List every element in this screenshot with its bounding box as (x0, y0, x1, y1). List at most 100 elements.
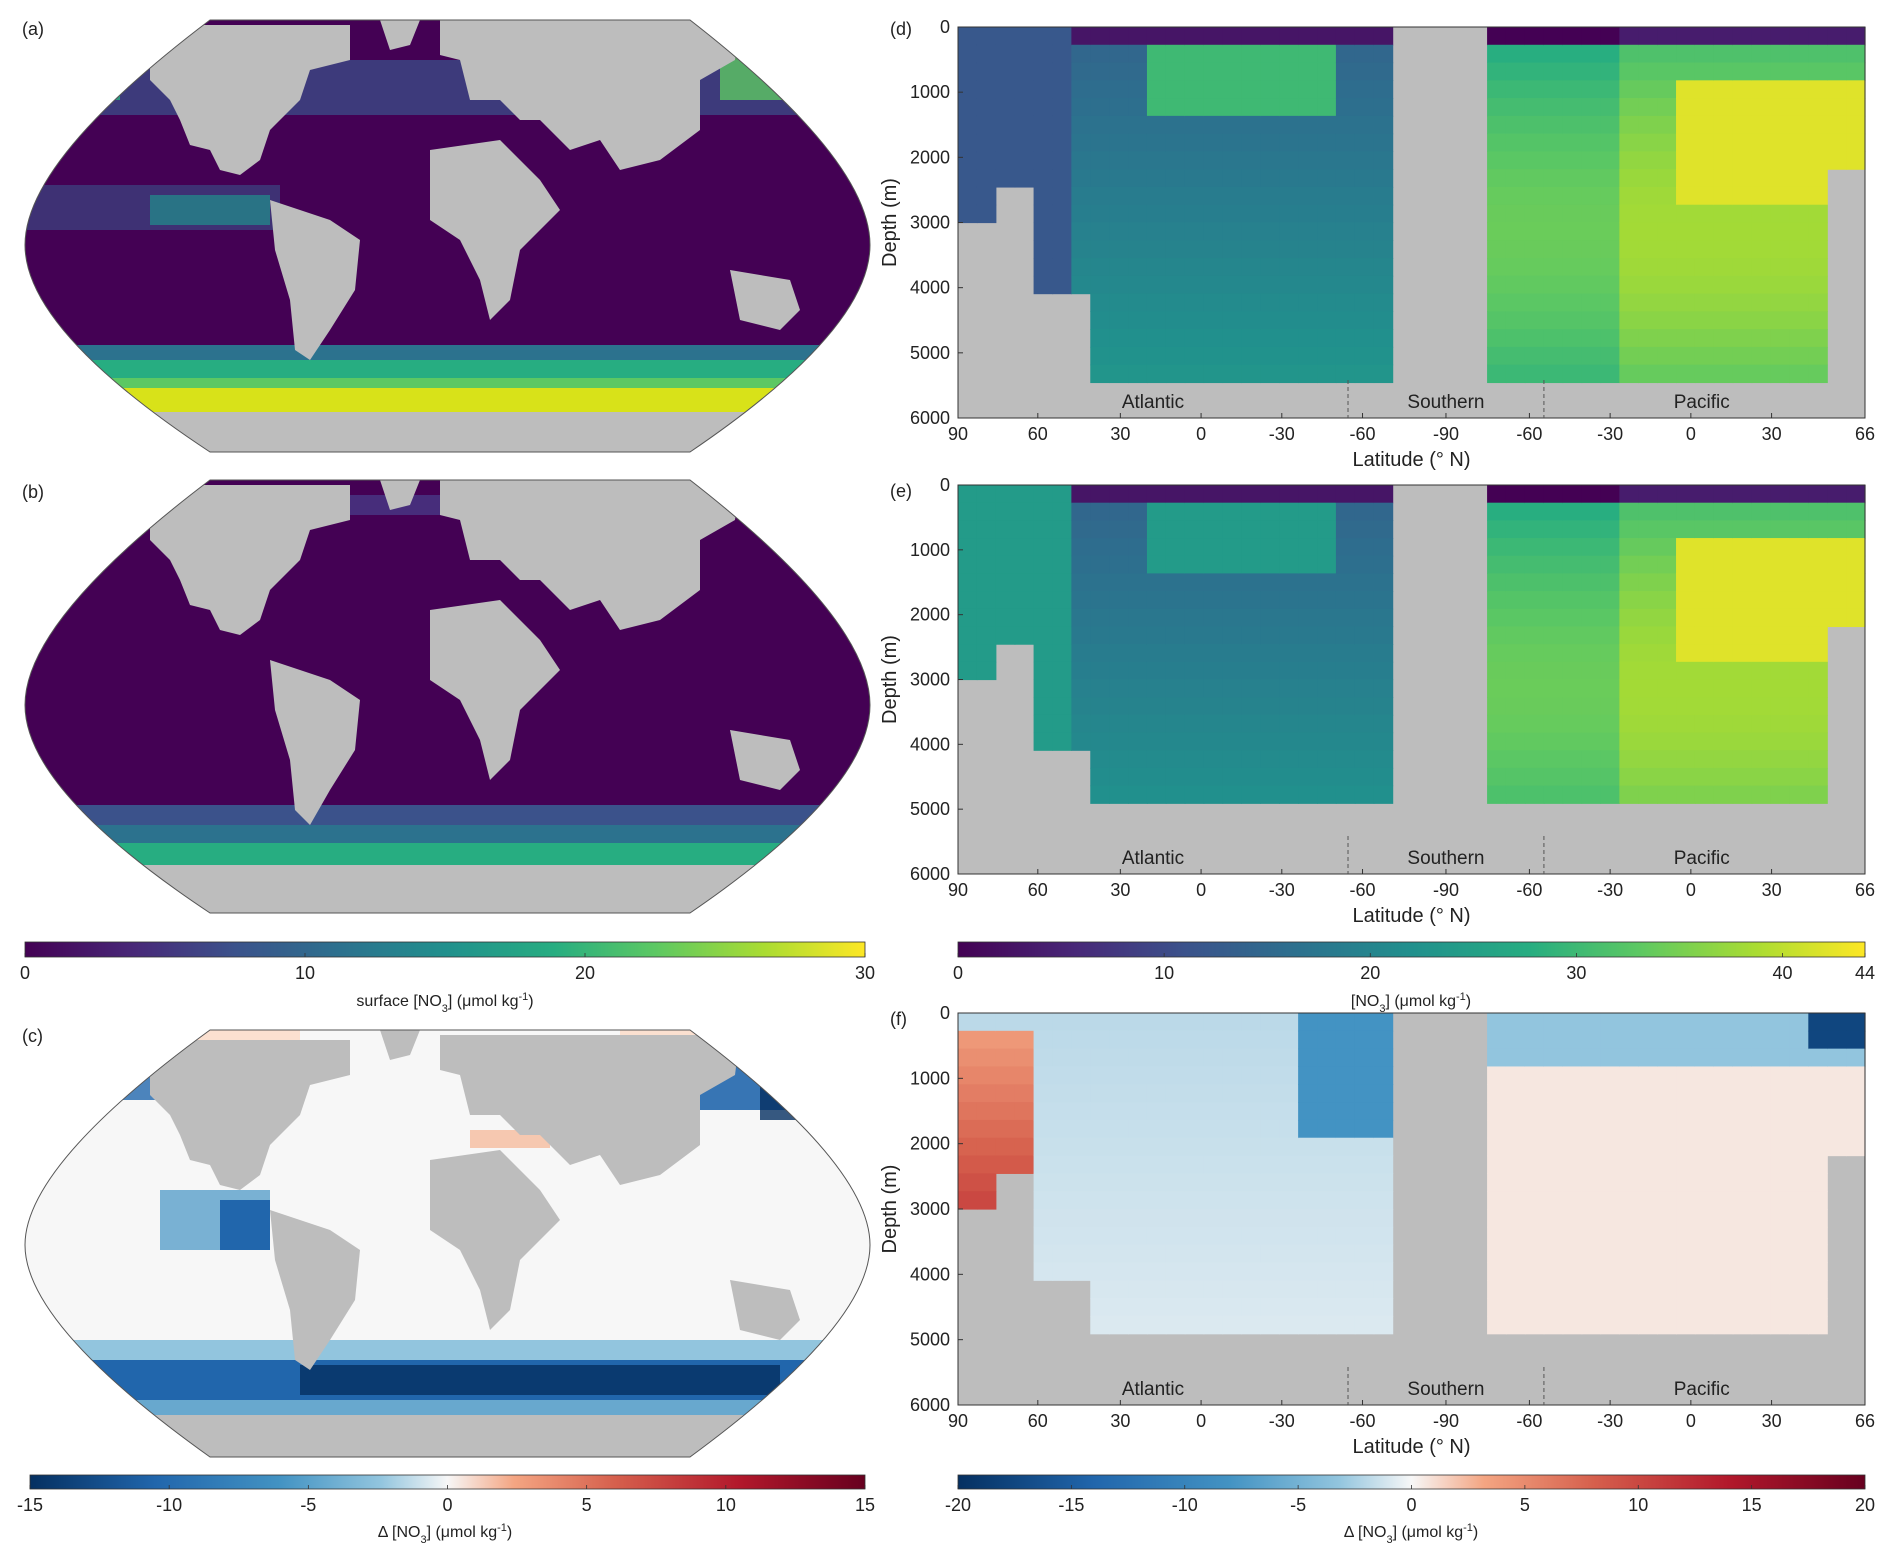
section-e-cell (1732, 485, 1753, 504)
section-e-cell (1524, 785, 1545, 804)
section-f-cell (1732, 1013, 1753, 1032)
section-f-cell (1165, 1013, 1186, 1032)
section-d-cell (1524, 44, 1545, 64)
section-e-cell (1373, 591, 1394, 610)
section-e-cell (1676, 538, 1696, 557)
section-f-cell (1770, 1262, 1791, 1281)
section-e-cell (1335, 502, 1356, 521)
section-d-cell (1241, 133, 1261, 153)
map-b-greenland (380, 480, 420, 510)
section-e-cell (1619, 767, 1639, 787)
section-f-cell (1751, 1191, 1772, 1210)
section-f-cell (1770, 1280, 1791, 1299)
section-e-cell (976, 485, 997, 504)
section-d-cell (1657, 204, 1677, 224)
section-f-cell (1128, 1280, 1148, 1299)
section-d-cell (958, 44, 978, 64)
section-d-cell (958, 204, 978, 224)
section-f-cell (1713, 1013, 1734, 1032)
section-f-cell (1827, 1066, 1847, 1085)
section-d-cell (958, 151, 978, 170)
section-f-cell (1638, 1298, 1658, 1317)
section-e-cell (1619, 573, 1639, 592)
section-d-cell (1298, 329, 1318, 348)
section-d-cell (1090, 311, 1110, 330)
section-f-cell (1128, 1084, 1148, 1103)
section-e-cell (1260, 555, 1280, 575)
section-f-cell (1222, 1013, 1243, 1032)
section-f-cell (1732, 1298, 1753, 1317)
section-f-cell (995, 1119, 1016, 1139)
section-d-cell (1335, 133, 1356, 153)
section-f-cell (1562, 1119, 1583, 1139)
section-d-cell (1505, 346, 1526, 366)
section-e-cell (1203, 485, 1224, 504)
section-e-cell (1732, 520, 1753, 539)
section-d-cell (1562, 169, 1583, 188)
section-f-cell (1090, 1030, 1110, 1050)
section-d-cell (1260, 275, 1280, 295)
section-d-cell (1543, 169, 1564, 188)
section-d-cell (1789, 133, 1809, 153)
section-f-cell (1184, 1298, 1205, 1317)
colorbar-section-bar (957, 941, 1866, 958)
section-e-cell (1676, 591, 1696, 610)
section-d-cell (1789, 80, 1809, 99)
section-e-cell (1581, 608, 1602, 628)
section-d-cell (1505, 44, 1526, 64)
section-e-cell (1165, 520, 1186, 539)
section-e-cell (1770, 520, 1791, 539)
section-e-cell (1770, 767, 1791, 787)
section-d-cell (1373, 346, 1394, 366)
section-d-cell (1543, 240, 1564, 259)
section-f-cell (1789, 1030, 1809, 1050)
delta_section-tick-label: 20 (1855, 1495, 1875, 1515)
section-f-cell (1260, 1048, 1280, 1068)
section-d-cell (1789, 222, 1809, 241)
section-e-cell (1676, 555, 1696, 575)
section-e-cell (1128, 750, 1148, 769)
section-d-cell (1600, 115, 1620, 135)
section-e-cell (1335, 555, 1356, 575)
section-f-cell (1222, 1102, 1243, 1121)
section-e-cell (958, 485, 978, 504)
section-d-cell (1146, 346, 1167, 366)
section-e-cell (1146, 538, 1167, 557)
section-e-cell (1128, 679, 1148, 698)
section-f-cell (1543, 1048, 1564, 1068)
section-f-cell (1789, 1066, 1809, 1085)
section-f-cell (1581, 1084, 1602, 1103)
section-e-cell (1713, 555, 1734, 575)
section-f-cell (1146, 1315, 1167, 1335)
section-d-cell (1770, 222, 1791, 241)
section-d-cell (1373, 329, 1394, 348)
section-f-cell (1184, 1030, 1205, 1050)
section-d-cell (1657, 151, 1677, 170)
section-d-cell (1676, 275, 1696, 295)
section-d-cell (1298, 293, 1318, 312)
section-d-cell (1203, 151, 1224, 170)
section-e-cell (1203, 750, 1224, 769)
section-f-cell (1732, 1119, 1753, 1139)
section-d-cell (976, 115, 997, 135)
panel-label-b: (b) (22, 482, 44, 502)
section-e-cell (1109, 785, 1129, 804)
section-e-cell (1619, 608, 1639, 628)
section-e-cell (1128, 502, 1148, 521)
section-e-cell (1317, 785, 1337, 804)
section-d-cell (1109, 151, 1129, 170)
map-a-eurasia (440, 20, 740, 170)
section-d-cell (1581, 62, 1602, 81)
section-e-cell (1770, 750, 1791, 769)
section-f-cell (1014, 1013, 1035, 1032)
section-f-cell (1260, 1191, 1280, 1210)
section-d-cell (1146, 62, 1167, 81)
section-e-cell (1128, 538, 1148, 557)
section-e-cell (1146, 608, 1167, 628)
section-d-cell (1505, 151, 1526, 170)
section-d-cell (1543, 186, 1564, 206)
section-d-cell (1184, 115, 1205, 135)
section-f-cell (1033, 1084, 1054, 1103)
section-d-cell (1770, 346, 1791, 366)
section-f-cell (1373, 1298, 1394, 1317)
